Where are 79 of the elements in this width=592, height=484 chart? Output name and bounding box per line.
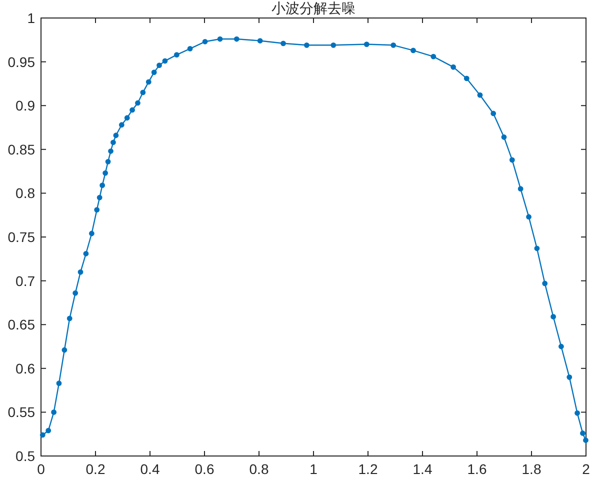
point <box>304 42 310 48</box>
point <box>130 107 135 113</box>
point <box>566 374 572 380</box>
x-tick-label: 0 <box>37 461 46 477</box>
x-tick-label: 1.4 <box>412 461 432 477</box>
point <box>174 52 180 58</box>
point <box>187 46 193 52</box>
point <box>550 314 556 320</box>
point <box>450 64 456 70</box>
point <box>72 290 78 296</box>
point <box>430 54 436 60</box>
y-tick-label: 0.95 <box>8 54 36 70</box>
point <box>330 42 336 48</box>
y-tick-label: 0.7 <box>16 272 36 289</box>
point <box>105 158 111 164</box>
point <box>78 269 84 275</box>
point <box>83 250 89 256</box>
point <box>146 79 152 85</box>
point <box>162 58 168 64</box>
point <box>88 230 94 236</box>
y-tick-label: 0.75 <box>8 229 36 245</box>
point <box>477 92 483 98</box>
point <box>501 134 507 140</box>
point <box>118 122 124 128</box>
point <box>113 132 119 138</box>
point <box>140 90 146 96</box>
point <box>102 170 108 176</box>
x-tick-label: 1.8 <box>522 461 542 477</box>
point <box>135 100 140 106</box>
point <box>66 316 72 322</box>
point <box>96 194 102 200</box>
x-tick-label: 1.6 <box>467 461 487 477</box>
point <box>234 36 240 42</box>
y-tick-label: 0.6 <box>16 360 36 376</box>
x-tick-label: 1 <box>310 461 318 477</box>
x-tick-label: 1.2 <box>358 461 378 477</box>
point <box>40 432 46 438</box>
point <box>280 40 286 46</box>
point <box>257 38 263 44</box>
point <box>526 214 532 220</box>
point <box>518 186 524 192</box>
point <box>490 110 496 116</box>
point <box>108 148 114 154</box>
point <box>464 76 470 82</box>
point <box>202 38 208 44</box>
y-tick-label: 0.85 <box>8 141 36 158</box>
point <box>217 36 223 42</box>
point <box>94 207 100 213</box>
point <box>509 157 515 163</box>
point <box>156 62 162 68</box>
point <box>364 42 370 47</box>
x-tick-label: 2 <box>582 461 590 477</box>
chart-title: 小波分解去噪 <box>272 1 356 17</box>
y-tick-label: 0.65 <box>8 316 36 333</box>
x-tick-label: 0.2 <box>86 461 106 477</box>
point <box>62 347 68 353</box>
point <box>51 410 57 415</box>
point <box>110 140 116 146</box>
y-tick-label: 1 <box>27 10 36 26</box>
point <box>46 428 52 434</box>
point <box>583 438 588 443</box>
point <box>542 280 548 286</box>
point <box>390 42 396 48</box>
point <box>410 48 416 54</box>
point <box>56 380 62 386</box>
point <box>558 344 564 350</box>
point <box>580 430 586 436</box>
y-tick-label: 0.8 <box>16 185 36 202</box>
x-tick-label: 0.6 <box>194 461 214 477</box>
y-tick-label: 0.5 <box>16 448 36 464</box>
point <box>534 246 540 252</box>
point <box>124 115 130 121</box>
point <box>100 182 106 188</box>
y-tick-label: 0.9 <box>16 98 36 114</box>
point <box>151 70 157 76</box>
x-tick-label: 0.8 <box>249 461 269 477</box>
y-tick-label: 0.55 <box>8 404 36 420</box>
point <box>574 410 580 416</box>
x-tick-label: 0.4 <box>140 461 160 477</box>
